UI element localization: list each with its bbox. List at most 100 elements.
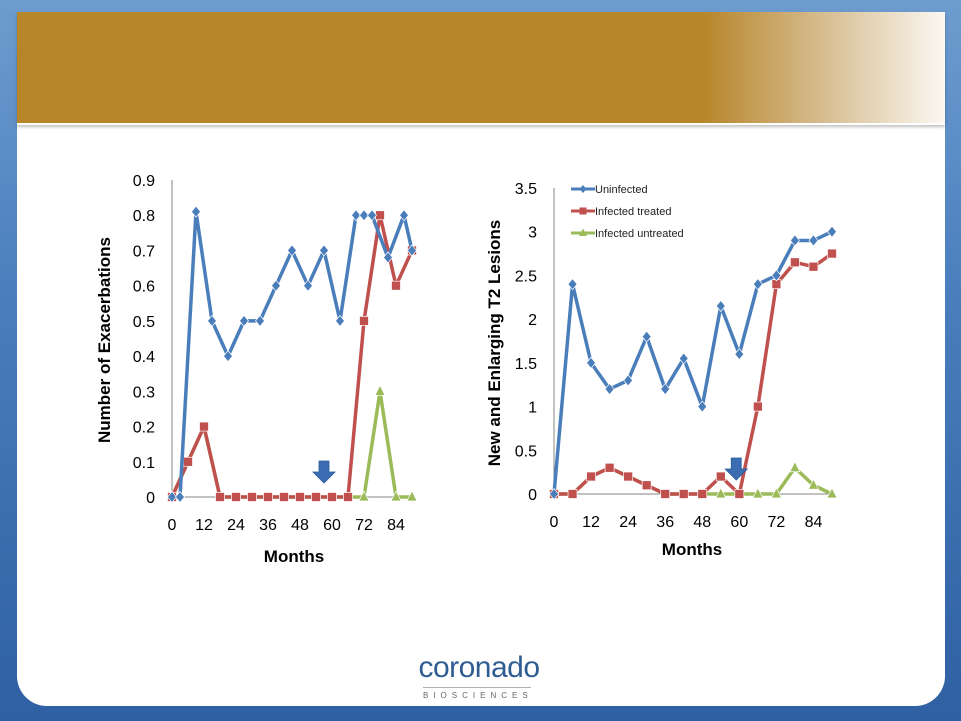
legend-marker-uninfected: [579, 185, 587, 193]
data-point-uninfected: [399, 209, 409, 222]
data-point-uninfected: [335, 314, 345, 327]
data-point-infected_treated: [231, 492, 241, 502]
logo-wordmark: coronado: [418, 651, 540, 684]
data-point-uninfected: [223, 350, 233, 363]
title-banner: [17, 12, 945, 125]
data-point-uninfected: [383, 251, 393, 264]
y-axis-title: New and Enlarging T2 Lesions: [485, 220, 504, 467]
data-point-infected_treated: [753, 401, 763, 412]
legend-label-infected_untreated: Infected untreated: [595, 228, 684, 240]
data-point-uninfected: [319, 244, 329, 257]
y-tick-label: 3: [528, 225, 537, 242]
x-tick-label: 84: [805, 514, 823, 531]
data-point-infected_treated: [391, 280, 401, 291]
series-line-uninfected: [172, 209, 414, 499]
data-point-infected_untreated: [789, 460, 801, 473]
data-point-infected_untreated: [390, 490, 402, 502]
y-tick-label: 0.4: [133, 349, 155, 366]
down-arrow-annotation: [312, 460, 336, 484]
x-axis-title: Months: [264, 547, 324, 566]
legend-marker-infected_treated: [579, 207, 587, 215]
data-point-uninfected: [407, 244, 417, 257]
data-point-uninfected: [549, 487, 559, 501]
data-point-infected_treated: [279, 492, 289, 502]
data-point-infected_treated: [311, 492, 321, 502]
data-point-infected_treated: [327, 492, 337, 502]
y-tick-label: 2: [528, 312, 537, 329]
y-tick-label: 0.5: [515, 443, 537, 460]
data-point-uninfected: [827, 225, 837, 238]
legend-label-infected_treated: Infected treated: [595, 206, 671, 218]
data-point-uninfected: [567, 278, 578, 291]
data-point-infected_treated: [343, 492, 353, 502]
series-line-infected_treated: [170, 213, 414, 499]
y-tick-label: 0.1: [133, 455, 155, 472]
x-tick-label: 36: [259, 517, 277, 534]
data-point-infected_treated: [678, 489, 689, 499]
x-tick-label: 36: [656, 514, 674, 531]
data-point-infected_treated: [790, 257, 800, 268]
y-tick-label: 0.5: [133, 314, 155, 331]
data-point-uninfected: [239, 314, 249, 327]
y-tick-label: 0.3: [133, 384, 155, 401]
chart-1: 0 0.1 0.2 0.3 0.4 0.5 0.6 0.7 0.8 0.9 0 12 24 36 48 60 7…: [95, 173, 418, 566]
data-point-infected_treated: [734, 489, 745, 499]
data-point-uninfected: [175, 490, 185, 504]
series-line-infected_treated: [554, 252, 834, 496]
data-point-uninfected: [623, 374, 634, 387]
chart-2: 0 0.5 1 1.5 2 2.5 3 3.5 0 12 24 36 48 60 72 84 Months New…: [485, 181, 838, 559]
data-point-uninfected: [789, 234, 800, 247]
data-point-infected_untreated: [826, 487, 838, 499]
data-point-infected_untreated: [374, 384, 386, 396]
y-tick-label: 0.2: [133, 420, 155, 437]
data-point-uninfected: [660, 383, 671, 396]
y-tick-label: 0: [146, 490, 155, 507]
data-point-uninfected: [367, 209, 377, 222]
y-tick-label: 0.9: [133, 173, 155, 190]
y-tick-label: 0.6: [133, 279, 155, 296]
data-point-uninfected: [715, 299, 726, 313]
data-point-uninfected: [207, 314, 217, 327]
x-tick-label: 60: [730, 514, 748, 531]
y-tick-label: 1: [528, 400, 537, 417]
data-point-uninfected: [734, 348, 745, 361]
data-point-infected_treated: [183, 456, 193, 467]
data-point-uninfected: [604, 383, 615, 396]
legend-marker-infected_untreated: [579, 228, 587, 236]
data-point-infected_treated: [247, 492, 257, 502]
x-axis-title: Months: [662, 540, 722, 559]
data-point-uninfected: [359, 209, 369, 222]
data-point-infected_treated: [715, 471, 726, 482]
data-point-infected_treated: [827, 248, 837, 259]
down-arrow-annotation: [724, 457, 749, 481]
data-point-uninfected: [255, 314, 265, 327]
y-tick-label: 1.5: [515, 356, 537, 373]
x-tick-label: 48: [693, 514, 711, 531]
data-point-infected_untreated: [358, 490, 370, 502]
x-tick-label: 12: [195, 517, 213, 534]
x-tick-label: 72: [355, 517, 373, 534]
x-tick-label: 0: [550, 514, 559, 531]
y-tick-label: 0: [528, 487, 537, 504]
data-point-infected_treated: [586, 471, 596, 482]
data-point-infected_untreated: [406, 490, 418, 502]
data-point-uninfected: [191, 205, 201, 218]
data-point-infected_untreated: [752, 487, 764, 499]
data-point-uninfected: [287, 244, 297, 257]
data-point-uninfected: [586, 356, 597, 369]
x-tick-label: 72: [768, 514, 786, 531]
data-point-uninfected: [678, 352, 689, 365]
data-point-infected_treated: [567, 489, 578, 499]
data-point-infected_untreated: [715, 487, 727, 499]
data-point-infected_treated: [295, 492, 305, 502]
data-point-infected_treated: [263, 492, 273, 502]
data-point-uninfected: [271, 279, 281, 292]
y-tick-label: 0.7: [133, 243, 155, 260]
y-tick-label: 3.5: [515, 181, 537, 198]
data-point-infected_treated: [808, 261, 819, 272]
data-point-infected_treated: [359, 316, 369, 326]
x-tick-label: 0: [168, 517, 177, 534]
data-point-uninfected: [641, 330, 652, 343]
data-point-uninfected: [303, 279, 313, 292]
